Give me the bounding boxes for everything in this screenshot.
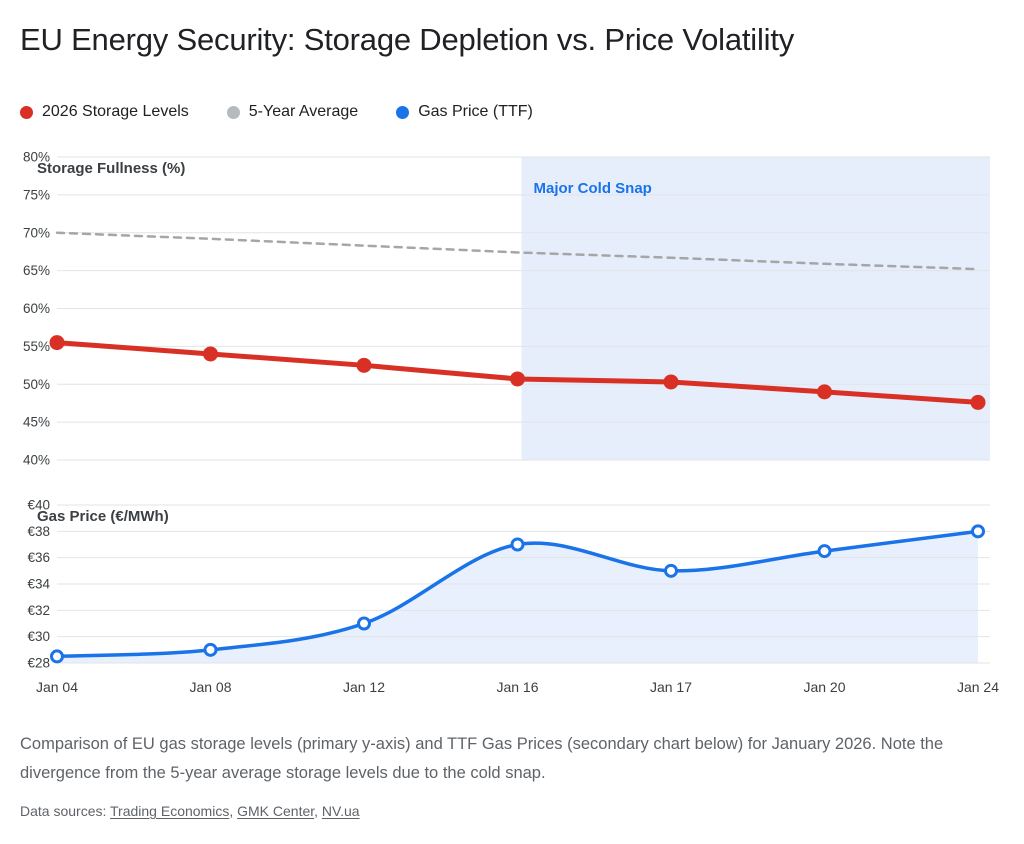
source-link-nv-ua[interactable]: NV.ua (321, 803, 360, 819)
legend-dot-icon (396, 105, 410, 119)
data-point (510, 371, 525, 387)
data-point (817, 544, 832, 559)
legend-item-label: 5-Year Average (248, 103, 359, 120)
data-point (971, 524, 985, 539)
cold-snap-label: Major Cold Snap (534, 180, 652, 197)
data-point (663, 374, 679, 390)
data-sources: Data sources: Trading Economics, GMK Cen… (20, 803, 360, 819)
y-tick-label: €40 (27, 498, 50, 513)
legend-dot-icon (226, 105, 240, 119)
x-tick-label: Jan 24 (957, 679, 999, 695)
data-point (357, 616, 371, 631)
y-tick-label: 40% (23, 453, 50, 468)
y-tick-label: €30 (27, 629, 50, 644)
data-point (817, 384, 832, 400)
source-link-trading-economics[interactable]: Trading Economics (110, 803, 230, 819)
axis-title: Storage Fullness (%) (37, 160, 185, 177)
x-tick-label: Jan 20 (803, 679, 845, 695)
y-tick-label: 55% (23, 339, 50, 354)
page-title: EU Energy Security: Storage Depletion vs… (20, 22, 795, 57)
x-tick-label: Jan 08 (189, 679, 231, 695)
legend-dot-icon (20, 105, 33, 119)
data-point (203, 346, 218, 362)
x-tick-label: Jan 04 (36, 679, 78, 695)
legend-item-gas-price-ttf-[interactable]: Gas Price (TTF) (396, 103, 533, 121)
data-sources-label: Data sources: (20, 803, 107, 819)
chart-caption: Comparison of EU gas storage levels (pri… (20, 735, 944, 782)
y-tick-label: 70% (23, 225, 50, 240)
data-point (50, 649, 64, 664)
dual-line-chart: 40% 45% 50% 55% 60% 65% 70% 75% 80% Major Cold Sn… (23, 150, 999, 696)
data-point (203, 642, 218, 657)
y-tick-label: €28 (27, 656, 50, 671)
x-tick-label: Jan 12 (343, 679, 385, 695)
y-tick-label: 45% (23, 415, 50, 430)
data-point (356, 357, 372, 373)
data-point (664, 563, 678, 578)
y-tick-label: €36 (27, 550, 50, 565)
y-tick-label: 60% (23, 301, 50, 316)
legend-item-label: Gas Price (TTF) (418, 103, 533, 120)
legend-item-5-year-average[interactable]: 5-Year Average (226, 103, 359, 121)
source-link-gmk-center[interactable]: GMK Center (237, 803, 315, 819)
data-point (510, 537, 525, 552)
y-tick-label: 75% (23, 187, 50, 202)
y-tick-label: 65% (23, 263, 50, 278)
axis-title: Gas Price (€/MWh) (37, 508, 169, 525)
y-tick-label: 50% (23, 377, 50, 392)
y-tick-label: €34 (27, 577, 50, 592)
5-year-average-line (55, 231, 980, 271)
x-tick-label: Jan 16 (496, 679, 538, 695)
legend-item-label: 2026 Storage Levels (42, 103, 189, 120)
data-point (970, 394, 986, 410)
legend-item-2026-storage-levels[interactable]: 2026 Storage Levels (20, 103, 189, 121)
data-point (49, 335, 65, 351)
y-tick-label: €38 (27, 524, 50, 539)
x-tick-label: Jan 17 (650, 679, 692, 695)
y-tick-label: 80% (23, 150, 50, 165)
y-tick-label: €32 (27, 603, 50, 618)
chart-legend: 2026 Storage Levels 5-Year Average Gas Pri… (20, 103, 533, 121)
